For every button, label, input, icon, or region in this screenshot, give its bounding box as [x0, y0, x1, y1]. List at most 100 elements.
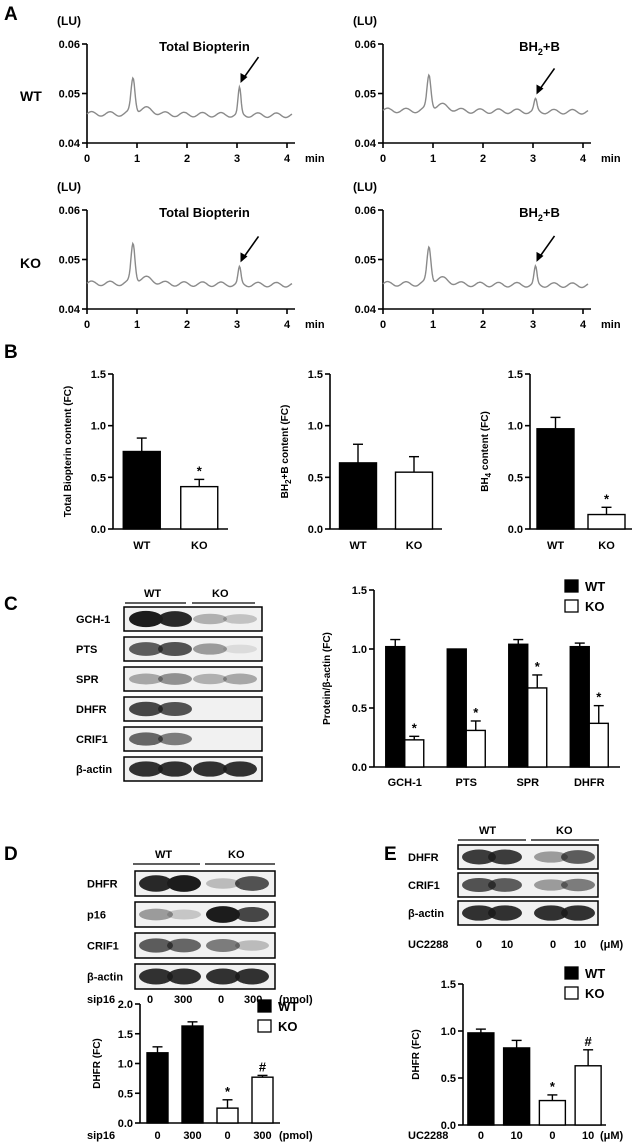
significance-mark: *: [412, 720, 418, 735]
legend-label: KO: [585, 599, 605, 614]
blot-band: [158, 701, 192, 717]
blot-d-unit: (pmol): [279, 994, 313, 1006]
blot-strip: [123, 666, 263, 692]
peak-annotation: Total Biopterin: [159, 205, 250, 220]
blot-band: [193, 613, 227, 625]
y-tick-label: 0.05: [59, 89, 80, 101]
blot-row-label: CRIF1: [87, 941, 119, 953]
bar: [251, 1076, 274, 1124]
x-axis-label: sip16: [87, 1130, 115, 1142]
panel-d-western-blot: WT KO sip16 0 300 0 300 (pmol) DHFRp16CR…: [87, 849, 313, 1006]
bar: [574, 1065, 602, 1126]
x-tick-label: 2: [480, 153, 486, 165]
blot-e-dose-1: 0: [476, 939, 482, 951]
legend-label: KO: [585, 986, 605, 1001]
y-tick-label: 0.0: [118, 1118, 133, 1130]
blot-row-label: p16: [87, 910, 106, 922]
chromatogram-4: 0.06 0.05 0.040 1 2 3 4 min (LU) BH2+B: [353, 180, 621, 331]
x-tick-label: 300: [183, 1130, 201, 1142]
blot-c-group-wt: WT: [144, 588, 161, 600]
blot-band: [129, 761, 163, 777]
x-tick-label: 3: [530, 153, 536, 165]
blot-row-label: PTS: [76, 644, 97, 656]
blot-band: [193, 643, 227, 655]
chromatogram-trace: [86, 241, 293, 288]
x-tick-label: 300: [253, 1130, 271, 1142]
y-axis-label: Protein/β-actin (FC): [322, 632, 333, 725]
blot-band: [534, 905, 568, 921]
x-tick-label: 3: [234, 153, 240, 165]
y-tick-label: 0.5: [508, 472, 523, 484]
blot-band: [462, 877, 496, 893]
y-tick-label: 0.04: [355, 138, 377, 150]
blot-band: [462, 849, 496, 865]
blot-band: [488, 905, 522, 921]
x-tick-label: DHFR: [574, 777, 605, 789]
blot-band: [561, 850, 595, 864]
y-tick-label: 0.05: [59, 255, 80, 267]
x-tick-label: 1: [430, 319, 436, 331]
chromatogram-panels: 0.060.050.040 1 2 3 4 min(LU)Total Biopterin 0…: [57, 14, 621, 331]
blot-d-dose-3: 0: [218, 994, 224, 1006]
x-tick-label: 4: [580, 319, 587, 331]
blot-band: [158, 732, 192, 746]
y-unit-label: (LU): [353, 14, 377, 28]
y-axis-label: BH2+B content (FC): [280, 405, 293, 499]
y-unit-label: (LU): [353, 180, 377, 194]
x-tick-label: 0: [154, 1130, 160, 1142]
significance-mark: *: [535, 659, 541, 674]
blot-d-dose-1: 0: [147, 994, 153, 1006]
bar: [446, 648, 467, 768]
panel-e-western-blot: WT KO UC2288 0 10 0 10 (μM) DHFR CRIF1 β-a…: [408, 825, 624, 951]
legend-swatch: [257, 1019, 272, 1033]
bar: [216, 1107, 239, 1124]
y-axis-label: DHFR (FC): [411, 1029, 422, 1080]
y-tick-label: 1.5: [118, 1029, 133, 1041]
blot-band: [235, 940, 269, 951]
x-unit-label: min: [601, 153, 621, 165]
blot-band: [139, 968, 173, 985]
y-tick-label: 0.5: [308, 472, 323, 484]
x-tick-label: 4: [580, 153, 587, 165]
panel-c-western-blot: WT KO GCH-1 PTS SPR DHFR CRIF1 β-actin: [76, 588, 263, 782]
x-unit-label: (pmol): [279, 1130, 313, 1142]
blot-band: [223, 644, 257, 654]
chromatogram-trace: [86, 76, 293, 119]
blot-e-dose-2: 10: [501, 939, 513, 951]
x-tick-label: 1: [134, 319, 140, 331]
x-tick-label: 10: [582, 1130, 594, 1142]
bar: [181, 1025, 204, 1124]
y-tick-label: 0.0: [308, 524, 323, 536]
bar: [502, 1047, 531, 1126]
peak-annotation: Total Biopterin: [159, 39, 250, 54]
bar: [536, 428, 575, 530]
panel-b-chart-2: 0.0 0.5 1.0 1.5 BH2+B content (FC) WT KO: [280, 369, 442, 552]
peak-arrowhead: [240, 73, 248, 84]
y-tick-label: 0.06: [355, 39, 376, 51]
blot-band: [129, 673, 163, 685]
x-tick-label: WT: [133, 540, 150, 552]
x-tick-label: 0: [549, 1130, 555, 1142]
blot-band: [206, 938, 240, 953]
blot-row-label: GCH-1: [76, 614, 110, 626]
y-tick-label: 1.5: [91, 369, 106, 381]
significance-mark: *: [225, 1084, 231, 1099]
blot-band: [139, 938, 173, 953]
blot-row-label: CRIF1: [76, 734, 108, 746]
bar: [394, 471, 434, 530]
x-tick-label: 0: [380, 319, 386, 331]
blot-band: [235, 876, 269, 891]
y-tick-label: 0.04: [59, 138, 81, 150]
blot-row-label: DHFR: [408, 852, 439, 864]
blot-c-group-ko: KO: [212, 588, 229, 600]
peak-arrowhead: [536, 251, 544, 262]
x-tick-label: 0: [380, 153, 386, 165]
bar: [146, 1052, 169, 1124]
y-tick-label: 1.5: [308, 369, 323, 381]
y-tick-label: 0.5: [118, 1088, 133, 1100]
significance-mark: *: [596, 690, 602, 705]
x-tick-label: 1: [430, 153, 436, 165]
y-tick-label: 1.5: [441, 979, 456, 991]
blot-band: [534, 851, 568, 863]
x-tick-label: 4: [284, 319, 291, 331]
